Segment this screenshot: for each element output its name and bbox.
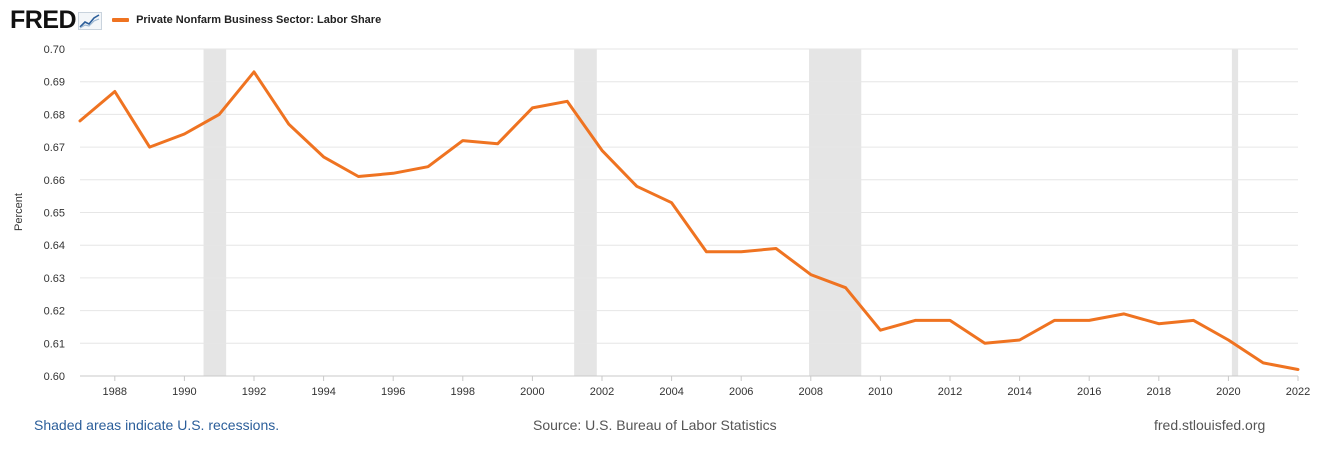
x-tick-label: 2004 <box>659 386 683 398</box>
data-point[interactable] <box>1191 317 1197 323</box>
x-tick-label: 2008 <box>799 386 823 398</box>
recession-note[interactable]: Shaded areas indicate U.S. recessions. <box>34 417 280 433</box>
data-point[interactable] <box>1156 321 1162 327</box>
x-tick-label: 2000 <box>520 386 544 398</box>
data-point[interactable] <box>181 131 187 137</box>
data-point[interactable] <box>495 141 501 147</box>
legend[interactable]: Private Nonfarm Business Sector: Labor S… <box>112 14 381 26</box>
line-chart[interactable]: 0.60 0.61 0.62 0.63 0.64 0.65 0.66 0.67 0.68 0.69… <box>0 0 1318 410</box>
x-tick-label: 1994 <box>311 386 335 398</box>
x-tick-label: 1990 <box>172 386 196 398</box>
data-point[interactable] <box>1017 337 1023 343</box>
data-point[interactable] <box>355 174 361 180</box>
y-tick-label: 0.65 <box>44 208 65 220</box>
data-point[interactable] <box>112 89 118 95</box>
y-axis-label: Percent <box>13 193 25 231</box>
data-point[interactable] <box>808 272 814 278</box>
x-tick-label: 2012 <box>938 386 962 398</box>
data-point[interactable] <box>564 98 570 104</box>
x-tick-label: 1988 <box>103 386 127 398</box>
data-point[interactable] <box>982 340 988 346</box>
y-tick-label: 0.66 <box>44 175 65 187</box>
data-point[interactable] <box>947 317 953 323</box>
data-point[interactable] <box>286 121 292 127</box>
data-point[interactable] <box>321 154 327 160</box>
data-point[interactable] <box>1225 337 1231 343</box>
x-tick-label: 1992 <box>242 386 266 398</box>
data-point[interactable] <box>912 317 918 323</box>
y-axis: 0.60 0.61 0.62 0.63 0.64 0.65 0.66 0.67 0.68 0.69… <box>44 44 65 383</box>
x-tick-label: 2016 <box>1077 386 1101 398</box>
data-point[interactable] <box>738 249 744 255</box>
legend-swatch <box>112 18 130 22</box>
y-tick-label: 0.64 <box>44 240 65 252</box>
data-point[interactable] <box>216 111 222 117</box>
x-tick-label: 1998 <box>451 386 475 398</box>
x-tick-label: 2018 <box>1147 386 1171 398</box>
source-note: Source: U.S. Bureau of Labor Statistics <box>533 417 777 433</box>
x-tick-label: 2020 <box>1216 386 1240 398</box>
y-tick-label: 0.69 <box>44 77 65 89</box>
data-point[interactable] <box>1121 311 1127 317</box>
data-point[interactable] <box>77 118 83 124</box>
y-tick-label: 0.70 <box>44 44 65 56</box>
x-tick-label: 2014 <box>1007 386 1031 398</box>
data-point[interactable] <box>843 285 849 291</box>
legend-label: Private Nonfarm Business Sector: Labor S… <box>136 14 382 26</box>
y-tick-label: 0.62 <box>44 306 65 318</box>
data-point[interactable] <box>773 245 779 251</box>
data-point[interactable] <box>529 105 535 111</box>
x-tick-label: 2006 <box>729 386 753 398</box>
fred-chart-logo-icon <box>78 12 103 30</box>
data-point[interactable] <box>669 200 675 206</box>
x-tick-label: 1996 <box>381 386 405 398</box>
fred-logo[interactable]: FRED <box>10 5 77 34</box>
data-point[interactable] <box>425 164 431 170</box>
data-point[interactable] <box>390 170 396 176</box>
series-line-0[interactable] <box>78 70 1300 371</box>
y-tick-label: 0.60 <box>44 371 65 383</box>
site-url[interactable]: fred.stlouisfed.org <box>1154 417 1266 433</box>
x-tick-label: 2010 <box>868 386 892 398</box>
y-tick-label: 0.68 <box>44 109 65 121</box>
series-layer <box>77 69 1301 372</box>
data-point[interactable] <box>251 69 257 75</box>
y-tick-label: 0.61 <box>44 338 65 350</box>
data-point[interactable] <box>460 138 466 144</box>
data-point[interactable] <box>634 183 640 189</box>
chart-header: FRED Private Nonfarm Business Sector: La… <box>10 6 381 34</box>
data-point[interactable] <box>1086 317 1092 323</box>
x-tick-label: 2002 <box>590 386 614 398</box>
data-point[interactable] <box>1260 360 1266 366</box>
y-tick-label: 0.67 <box>44 142 65 154</box>
data-point[interactable] <box>147 144 153 150</box>
data-point[interactable] <box>599 147 605 153</box>
x-tick-label: 2022 <box>1286 386 1310 398</box>
data-point[interactable] <box>1295 366 1301 372</box>
data-point[interactable] <box>877 327 883 333</box>
data-point[interactable] <box>1051 317 1057 323</box>
y-tick-label: 0.63 <box>44 273 65 285</box>
data-point[interactable] <box>703 249 709 255</box>
grid-lines <box>80 48 1298 377</box>
x-axis: 1988 1990 1992 1994 1996 1998 2000 2002 2004 2006… <box>80 375 1310 398</box>
